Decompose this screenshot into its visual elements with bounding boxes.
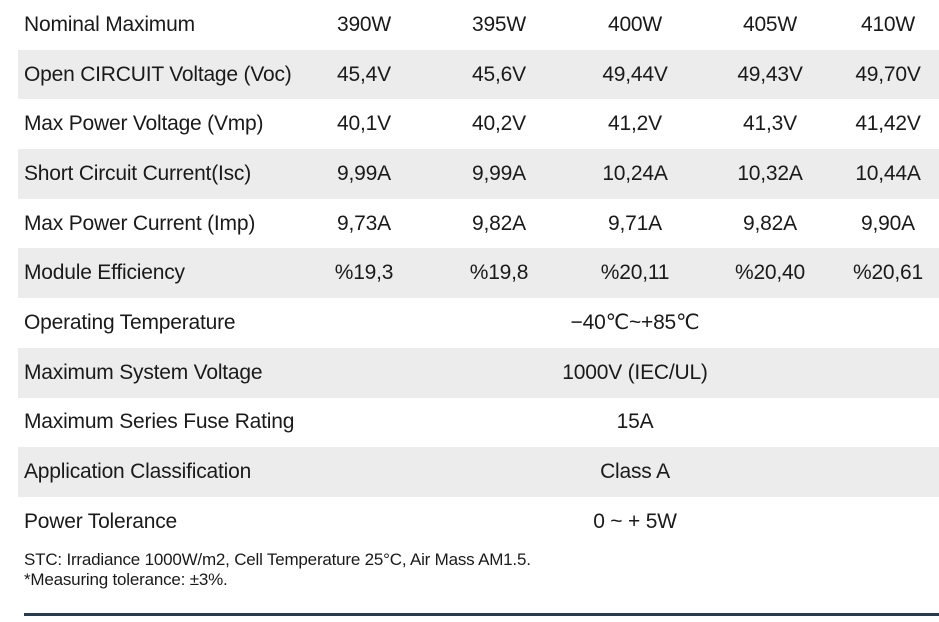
table-row: Operating Temperature −40℃~+85℃ (18, 298, 939, 348)
merged-cell: Class A (600, 460, 670, 484)
table-cell: 9,71A (608, 211, 662, 235)
table-row: Short Circuit Current(Isc) 9,99A 9,99A 10,2… (18, 149, 939, 199)
table-row: Nominal Maximum 390W 395W 400W 405W 410W (18, 0, 939, 50)
table-cell: 10,32A (737, 161, 803, 185)
table-cell: 410W (860, 12, 916, 36)
merged-cell: −40℃~+85℃ (570, 311, 700, 335)
table-cell: 40,1V (337, 112, 391, 136)
table-row: Max Power Current (Imp) 9,73A 9,82A 9,71A 9,… (18, 199, 939, 249)
row-label: Max Power Voltage (Vmp) (24, 112, 264, 136)
table-row: Maximum System Voltage 1000V (IEC/UL) (18, 347, 939, 398)
row-label: Maximum System Voltage (24, 360, 263, 384)
table-row: Application Classification Class A (18, 447, 939, 497)
table-cell: 10,24A (602, 161, 668, 185)
table-cell: 395W (471, 12, 527, 36)
row-label: Application Classification (24, 460, 252, 484)
table-cell: 41,42V (855, 112, 921, 136)
row-label: Open CIRCUIT Voltage (Voc) (24, 62, 292, 86)
table-cell: 390W (336, 12, 392, 36)
table-cell: 41,2V (608, 112, 662, 136)
row-label: Max Power Current (Imp) (24, 211, 256, 235)
table-cell: %19,3 (334, 261, 394, 285)
row-label: Nominal Maximum (24, 12, 195, 36)
table-cell: 9,99A (472, 161, 526, 185)
footnote-tolerance: *Measuring tolerance: ±3%. (24, 570, 228, 589)
table-cell: %20,11 (600, 261, 670, 285)
table-cell: 400W (607, 12, 663, 36)
table-row: Power Tolerance 0 ~ + 5W (18, 497, 939, 547)
row-label: Power Tolerance (24, 509, 178, 533)
table-cell: 45,4V (337, 62, 391, 86)
merged-cell: 0 ~ + 5W (593, 509, 677, 533)
table-row: Maximum Series Fuse Rating 15A (18, 398, 939, 448)
row-label: Module Efficiency (24, 261, 185, 285)
row-label: Operating Temperature (24, 310, 236, 334)
table-cell: 9,90A (861, 211, 915, 235)
table-row: Max Power Voltage (Vmp) 40,1V 40,2V 41,2V 41… (18, 99, 939, 149)
table-cell: 9,82A (743, 211, 797, 235)
table-cell: 45,6V (472, 62, 526, 86)
spec-table: Nominal Maximum 390W 395W 400W 405W 410W Open … (18, 0, 939, 547)
table-cell: 40,2V (472, 112, 526, 136)
bottom-rule (24, 613, 939, 616)
table-cell: 405W (742, 12, 798, 36)
table-cell: %20,40 (734, 261, 806, 285)
table-cell: 49,44V (602, 62, 668, 86)
table-cell: 9,99A (337, 161, 391, 185)
row-label: Short Circuit Current(Isc) (24, 161, 252, 185)
table-cell: 49,43V (737, 62, 803, 86)
table-cell: %20,61 (852, 261, 924, 285)
footnotes: STC: Irradiance 1000W/m2, Cell Temperatu… (24, 550, 531, 590)
footnote-stc: STC: Irradiance 1000W/m2, Cell Temperatu… (24, 550, 531, 569)
table-cell: 9,73A (337, 211, 391, 235)
table-cell: %19,8 (469, 261, 529, 285)
table-cell: 49,70V (855, 62, 921, 86)
table-row: Open CIRCUIT Voltage (Voc) 45,4V 45,6V 49,4… (18, 49, 939, 100)
row-label: Maximum Series Fuse Rating (24, 410, 295, 434)
merged-cell: 15A (616, 410, 654, 434)
table-cell: 9,82A (472, 211, 526, 235)
table-cell: 41,3V (743, 112, 797, 136)
table-cell: 10,44A (855, 161, 921, 185)
merged-cell: 1000V (IEC/UL) (562, 360, 708, 384)
table-row: Module Efficiency %19,3 %19,8 %20,11 %20,40%… (18, 248, 939, 299)
